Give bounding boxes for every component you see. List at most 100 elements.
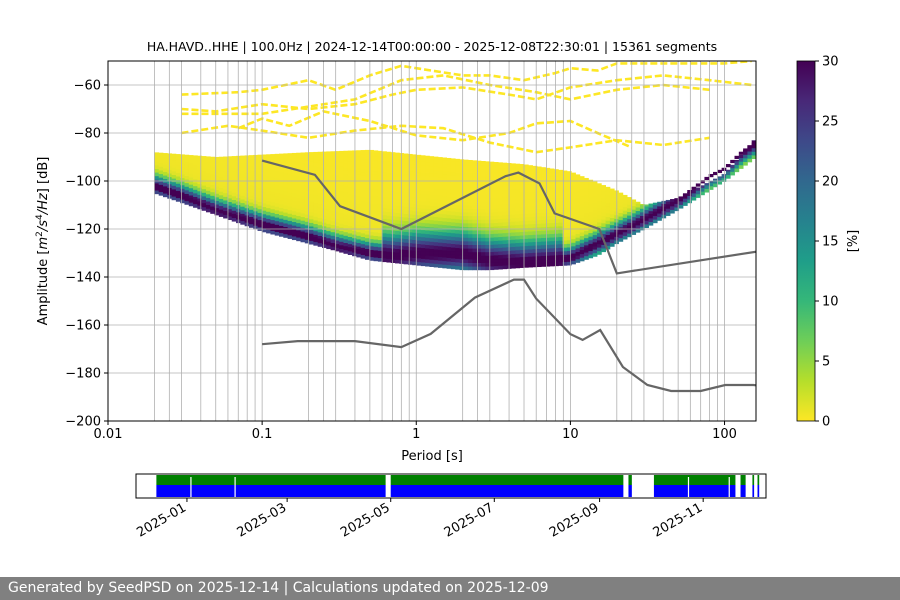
density-cell	[545, 219, 551, 224]
density-cell	[657, 216, 662, 221]
density-cell	[240, 199, 246, 204]
density-cell	[382, 200, 387, 205]
density-cell	[339, 248, 344, 253]
mode-cell	[395, 253, 400, 257]
density-cell	[330, 231, 336, 236]
density-cell	[597, 236, 602, 241]
density-cell	[420, 155, 426, 159]
density-cell	[579, 192, 585, 197]
density-cell	[502, 232, 508, 237]
density-cell	[317, 181, 323, 186]
density-cell	[227, 216, 233, 221]
density-cell	[369, 159, 374, 164]
density-cell	[339, 216, 344, 221]
density-cell	[493, 251, 499, 256]
density-cell	[476, 179, 482, 184]
density-cell	[498, 247, 503, 252]
density-cell	[313, 202, 319, 207]
density-cell	[480, 194, 486, 199]
psd-coverage-bar	[156, 485, 386, 497]
density-cell	[339, 241, 344, 246]
density-cell	[493, 193, 499, 198]
density-cell	[201, 156, 207, 161]
density-cell	[592, 216, 598, 221]
density-cell	[377, 167, 383, 172]
density-cell	[592, 231, 598, 236]
density-cell	[304, 210, 310, 215]
density-cell	[609, 239, 615, 244]
density-cell	[420, 161, 426, 166]
density-cell	[420, 186, 426, 191]
density-cell	[618, 216, 624, 221]
density-cell	[416, 193, 422, 198]
density-cell	[274, 166, 280, 171]
density-cell	[515, 199, 521, 204]
density-cell	[455, 244, 460, 249]
density-cell	[455, 161, 460, 166]
density-cell	[631, 199, 637, 203]
density-cell	[197, 194, 203, 199]
density-cell	[369, 227, 374, 232]
density-cell	[352, 176, 357, 181]
density-cell	[468, 259, 473, 263]
density-cell	[356, 203, 362, 208]
density-cell	[304, 214, 310, 219]
density-cell	[751, 155, 756, 160]
density-cell	[566, 218, 572, 223]
density-cell	[197, 172, 203, 177]
density-cell	[360, 218, 366, 223]
density-cell	[395, 183, 400, 188]
density-cell	[364, 158, 370, 163]
density-cell	[347, 211, 353, 216]
density-cell	[519, 195, 525, 200]
mode-cell	[700, 180, 705, 184]
density-cell	[326, 230, 331, 235]
density-cell	[257, 198, 263, 203]
density-cell	[347, 243, 353, 248]
mode-cell	[205, 204, 211, 209]
density-cell	[575, 212, 581, 217]
density-cell	[549, 229, 555, 234]
density-cell	[283, 194, 289, 199]
density-cell	[343, 210, 349, 215]
density-cell	[566, 171, 572, 172]
density-cell	[528, 198, 533, 203]
density-cell	[566, 207, 572, 212]
mode-cell	[480, 256, 486, 261]
density-cell	[519, 209, 525, 214]
density-cell	[356, 159, 362, 164]
density-cell	[403, 181, 409, 186]
density-cell	[489, 201, 495, 206]
density-cell	[407, 163, 413, 168]
density-cell	[300, 152, 306, 156]
density-cell	[240, 155, 246, 160]
density-cell	[519, 181, 525, 186]
density-cell	[162, 167, 168, 172]
density-cell	[558, 186, 564, 191]
density-cell	[171, 163, 177, 168]
mode-cell	[609, 234, 615, 238]
density-cell	[665, 201, 671, 206]
density-cell	[420, 247, 426, 252]
density-cell	[231, 199, 237, 204]
mode-cell	[545, 259, 551, 263]
density-cell	[498, 218, 503, 223]
density-cell	[407, 213, 413, 218]
density-cell	[450, 160, 456, 165]
density-cell	[459, 240, 465, 245]
density-cell	[717, 176, 723, 178]
density-cell	[390, 258, 396, 263]
density-cell	[356, 228, 362, 233]
psd-coverage-bar	[628, 485, 632, 497]
density-cell	[180, 156, 185, 161]
density-cell	[395, 230, 400, 235]
density-cell	[549, 247, 555, 252]
density-cell	[661, 214, 667, 219]
density-cell	[347, 193, 353, 198]
colorbar-tick-label: 15	[822, 235, 839, 250]
density-cell	[283, 190, 289, 195]
density-cell	[541, 219, 546, 224]
density-cell	[309, 215, 314, 220]
density-cell	[571, 245, 576, 250]
density-cell	[279, 189, 284, 194]
